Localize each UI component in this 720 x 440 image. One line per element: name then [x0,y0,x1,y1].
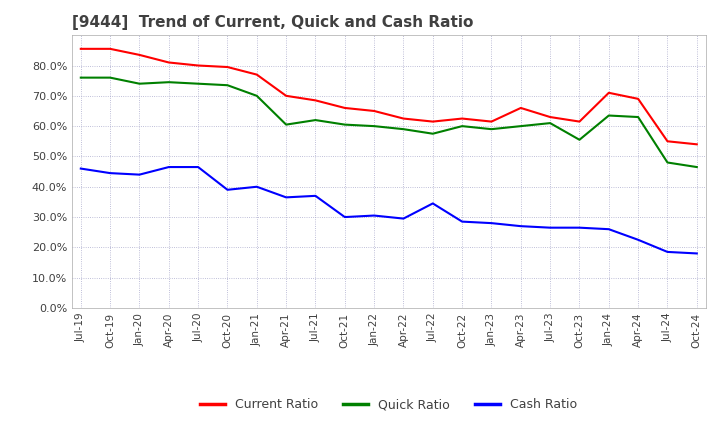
Quick Ratio [311,117,320,123]
Current Ratio [693,142,701,147]
Current Ratio [135,52,144,58]
Cash Ratio [341,214,349,220]
Cash Ratio [164,165,173,170]
Current Ratio [487,119,496,124]
Quick Ratio [223,83,232,88]
Cash Ratio [194,165,202,170]
Cash Ratio [693,251,701,256]
Quick Ratio [516,124,525,129]
Legend: Current Ratio, Quick Ratio, Cash Ratio: Current Ratio, Quick Ratio, Cash Ratio [195,393,582,416]
Current Ratio [253,72,261,77]
Cash Ratio [546,225,554,230]
Current Ratio [223,64,232,70]
Quick Ratio [253,93,261,99]
Quick Ratio [282,122,290,127]
Current Ratio [76,46,85,51]
Cash Ratio [605,227,613,232]
Cash Ratio [106,170,114,176]
Cash Ratio [399,216,408,221]
Cash Ratio [135,172,144,177]
Cash Ratio [663,249,672,255]
Current Ratio [605,90,613,95]
Quick Ratio [458,124,467,129]
Quick Ratio [341,122,349,127]
Current Ratio [341,105,349,110]
Current Ratio [634,96,642,102]
Cash Ratio [428,201,437,206]
Quick Ratio [487,127,496,132]
Current Ratio [516,105,525,110]
Quick Ratio [663,160,672,165]
Quick Ratio [634,114,642,120]
Line: Current Ratio: Current Ratio [81,49,697,144]
Current Ratio [194,63,202,68]
Cash Ratio [634,237,642,242]
Cash Ratio [253,184,261,189]
Quick Ratio [693,165,701,170]
Cash Ratio [487,220,496,226]
Cash Ratio [370,213,379,218]
Current Ratio [663,139,672,144]
Quick Ratio [76,75,85,80]
Current Ratio [311,98,320,103]
Current Ratio [164,60,173,65]
Cash Ratio [282,195,290,200]
Quick Ratio [164,80,173,85]
Quick Ratio [428,131,437,136]
Cash Ratio [311,193,320,198]
Current Ratio [546,114,554,120]
Current Ratio [575,119,584,124]
Line: Quick Ratio: Quick Ratio [81,77,697,167]
Line: Cash Ratio: Cash Ratio [81,167,697,253]
Current Ratio [458,116,467,121]
Current Ratio [399,116,408,121]
Cash Ratio [575,225,584,230]
Quick Ratio [106,75,114,80]
Quick Ratio [135,81,144,86]
Quick Ratio [399,127,408,132]
Current Ratio [282,93,290,99]
Quick Ratio [370,124,379,129]
Quick Ratio [546,121,554,126]
Quick Ratio [575,137,584,143]
Quick Ratio [194,81,202,86]
Current Ratio [370,108,379,114]
Quick Ratio [605,113,613,118]
Current Ratio [106,46,114,51]
Cash Ratio [516,224,525,229]
Cash Ratio [458,219,467,224]
Cash Ratio [223,187,232,192]
Current Ratio [428,119,437,124]
Text: [9444]  Trend of Current, Quick and Cash Ratio: [9444] Trend of Current, Quick and Cash … [72,15,473,30]
Cash Ratio [76,166,85,171]
